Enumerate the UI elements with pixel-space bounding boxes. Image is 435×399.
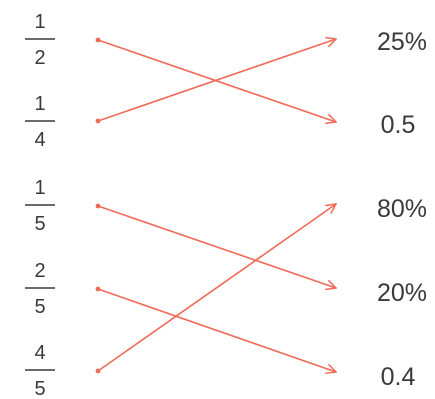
fraction-numerator: 1 [34,93,45,115]
fraction-denominator: 4 [34,129,45,151]
fraction-numerator: 1 [34,11,45,33]
fraction-denominator: 5 [34,296,45,318]
fraction-numerator: 1 [34,177,45,199]
fraction-1-5: 1 5 [25,177,55,235]
fraction-4-5: 4 5 [25,342,55,399]
match-arrow-3 [97,205,337,291]
match-arrow-5 [97,203,337,372]
fraction-2-5: 2 5 [25,260,55,318]
fraction-denominator: 5 [34,213,45,235]
fraction-1-4: 1 4 [25,93,55,151]
value-label: 0.4 [381,363,416,391]
value-label: 80% [377,195,427,223]
values-column: 25% 0.5 80% 20% 0.4 [377,28,427,391]
fractions-column: 1 2 1 4 1 5 2 5 4 5 [25,11,55,399]
fraction-1-2: 1 2 [25,11,55,69]
match-arrow-4 [97,288,337,375]
match-arrows [95,36,337,375]
match-arrow-1 [97,39,337,125]
fraction-denominator: 5 [34,378,45,399]
value-label: 0.5 [381,111,416,139]
value-label: 20% [377,279,427,307]
fraction-numerator: 4 [34,342,45,364]
match-arrow-2 [97,36,337,122]
value-label: 25% [377,28,427,56]
fraction-denominator: 2 [34,47,45,69]
fraction-numerator: 2 [34,260,45,282]
